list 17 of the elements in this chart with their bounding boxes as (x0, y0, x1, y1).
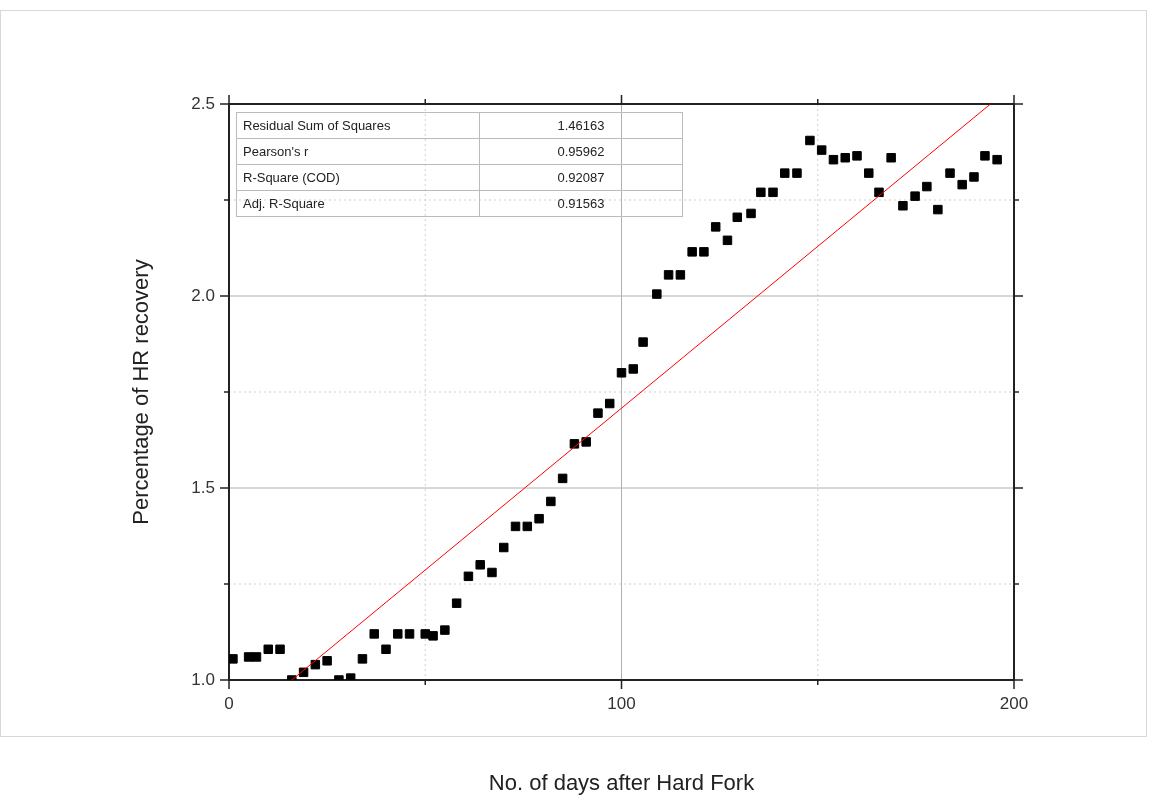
y-tick-label: 2.0 (191, 285, 215, 305)
annotation: 0.91563 (479, 190, 683, 217)
y-tick-label: 2.5 (191, 93, 215, 113)
x-tick-label: 200 (999, 693, 1029, 713)
annotation: 0.95962 (479, 138, 683, 165)
x-axis-title: No. of days after Hard Fork (488, 769, 756, 795)
annotation: Adj. R-Square (236, 190, 480, 217)
y-tick-label: 1.0 (191, 669, 215, 689)
x-tick-label: 100 (607, 693, 636, 713)
annotation: 1.46163 (479, 112, 683, 139)
y-axis-title: Percentage of HR recovery (128, 259, 154, 525)
x-tick-label: 0 (224, 693, 234, 713)
y-tick-label: 1.5 (191, 477, 215, 497)
annotation: R-Square (COD) (236, 164, 480, 191)
annotation: Residual Sum of Squares (236, 112, 480, 139)
annotation: 0.92087 (479, 164, 683, 191)
annotation: Pearson's r (236, 138, 480, 165)
